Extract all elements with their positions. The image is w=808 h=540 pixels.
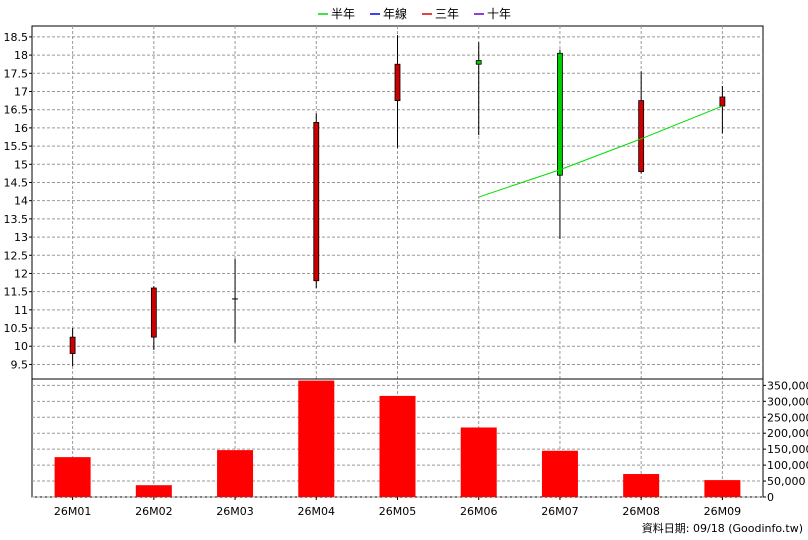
x-tick-label: 26M01 — [54, 505, 92, 518]
volume-bars — [54, 380, 741, 497]
candle-body — [557, 52, 563, 176]
x-axis-labels: 26M01 26M02 26M03 26M04 26M05 26M06 26M07 26M08… — [54, 497, 741, 518]
volume-y-axis: 0 50,000 100,000 150,000 200,000 250,000 300,0… — [763, 379, 808, 504]
volume-bar — [217, 450, 254, 497]
price-tick-label: 18 — [14, 49, 28, 62]
volume-bar — [379, 395, 416, 497]
x-tick-label: 26M08 — [622, 505, 660, 518]
price-tick-label: 14.5 — [4, 176, 29, 189]
volume-bar — [135, 485, 172, 497]
x-tick-label: 26M06 — [460, 505, 498, 518]
candle-body — [475, 60, 482, 65]
volume-tick-label: 100,000 — [767, 459, 808, 472]
price-tick-label: 17.5 — [4, 67, 29, 80]
candle-body — [69, 336, 76, 354]
price-tick-label: 13 — [14, 231, 28, 244]
x-tick-label: 26M07 — [541, 505, 579, 518]
volume-bar — [623, 474, 660, 497]
price-tick-label: 11 — [14, 304, 28, 317]
volume-tick-label: 250,000 — [767, 411, 808, 424]
x-tick-label: 26M04 — [298, 505, 336, 518]
x-tick-label: 26M02 — [135, 505, 173, 518]
candle-body — [638, 100, 645, 172]
price-tick-label: 12 — [14, 267, 28, 280]
legend-label: 年線 — [383, 6, 407, 21]
price-tick-label: 10 — [14, 340, 28, 353]
data-date-footer: 資料日期: 09/18 (Goodinfo.tw) — [642, 521, 803, 535]
price-tick-label: 11.5 — [4, 286, 29, 299]
volume-bar — [704, 480, 741, 497]
volume-bar — [460, 427, 497, 497]
price-tick-label: 13.5 — [4, 213, 29, 226]
volume-tick-label: 50,000 — [767, 475, 806, 488]
price-tick-label: 17 — [14, 86, 28, 99]
x-tick-label: 26M09 — [704, 505, 742, 518]
chart-legend: 半年 年線 三年 十年 — [318, 6, 511, 21]
candle-body — [719, 96, 726, 107]
volume-tick-label: 0 — [767, 491, 774, 504]
price-tick-label: 9.5 — [11, 358, 29, 371]
candle-body — [394, 63, 401, 102]
candle-body — [150, 287, 157, 338]
price-tick-label: 18.5 — [4, 31, 29, 44]
candlesticks — [69, 35, 726, 367]
moving-average-lines — [478, 105, 723, 198]
price-tick-label: 12.5 — [4, 249, 29, 262]
volume-bar — [54, 457, 91, 497]
legend-label: 半年 — [331, 7, 355, 21]
candle-body — [313, 122, 320, 282]
price-tick-label: 15 — [14, 158, 28, 171]
price-tick-label: 16.5 — [4, 104, 29, 117]
price-tick-label: 14 — [14, 195, 28, 208]
x-tick-label: 26M05 — [379, 505, 417, 518]
price-tick-label: 15.5 — [4, 140, 29, 153]
volume-bar — [541, 450, 578, 497]
volume-bar — [298, 380, 335, 497]
x-tick-label: 26M03 — [216, 505, 254, 518]
volume-tick-label: 300,000 — [767, 395, 808, 408]
legend-label: 十年 — [487, 7, 511, 21]
volume-tick-label: 150,000 — [767, 443, 808, 456]
volume-tick-label: 200,000 — [767, 427, 808, 440]
volume-tick-label: 350,000 — [767, 379, 808, 392]
ma-line — [478, 105, 723, 198]
price-tick-label: 10.5 — [4, 322, 29, 335]
price-y-axis: 9.5 10 10.5 11 11.5 12 12.5 13 13.5 14 14.5 15 15.5 1… — [4, 31, 32, 371]
price-tick-label: 16 — [14, 122, 28, 135]
legend-label: 三年 — [435, 7, 459, 21]
